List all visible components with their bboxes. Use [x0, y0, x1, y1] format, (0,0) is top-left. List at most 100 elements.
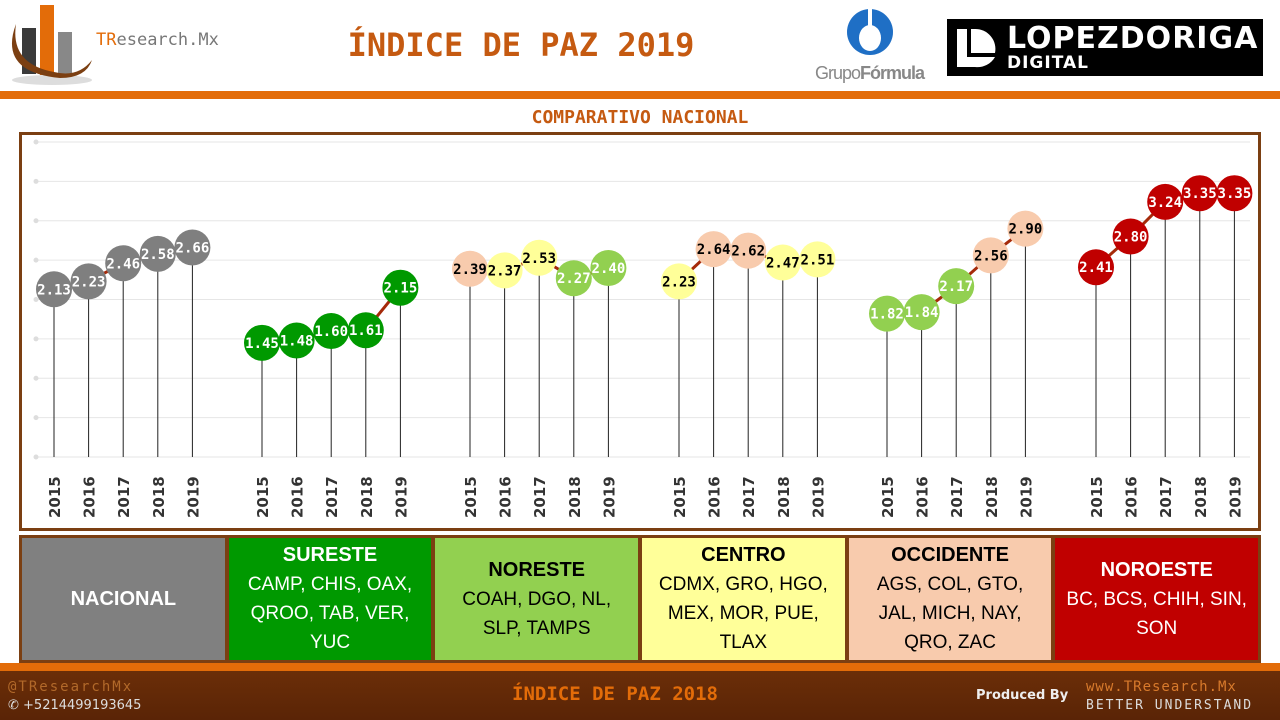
data-label: 2.37 [488, 263, 522, 279]
chart-frame [19, 132, 1261, 531]
x-tick-label: 2015 [254, 476, 272, 518]
data-label: 2.40 [592, 261, 626, 277]
data-point [903, 294, 940, 331]
footer-phone: ✆ +5214499193645 [8, 698, 142, 713]
x-tick-label: 2018 [983, 476, 1001, 518]
data-point [555, 260, 592, 297]
data-point [869, 295, 905, 332]
produced-by: Produced By [976, 688, 1069, 703]
data-label: 1.45 [245, 336, 279, 352]
x-tick-label: 2019 [809, 476, 827, 518]
region-name: NORESTE [488, 558, 586, 581]
data-point [244, 324, 280, 361]
region-box-noroeste: NOROESTE BC, BCS, CHIH, SIN, SON [1055, 538, 1259, 660]
data-label: 3.24 [1148, 195, 1182, 211]
data-label: 2.56 [974, 248, 1008, 264]
x-tick-label: 2018 [150, 476, 168, 518]
x-tick-label: 2019 [600, 476, 618, 518]
footer-twitter: @TResearchMx [8, 679, 134, 695]
x-tick-label: 2019 [1017, 476, 1035, 518]
data-point [1078, 249, 1114, 286]
region-name: NACIONAL [70, 587, 177, 610]
data-point [313, 313, 350, 349]
data-label: 2.46 [106, 256, 140, 272]
data-point [278, 322, 315, 359]
data-point [695, 231, 732, 268]
data-point [70, 263, 107, 300]
x-tick-label: 2016 [1123, 476, 1141, 518]
region-box-nacional: NACIONAL [22, 538, 225, 660]
x-tick-label: 2018 [358, 476, 376, 518]
data-label: 1.61 [349, 323, 383, 339]
region-name: OCCIDENTE [891, 544, 1009, 566]
x-tick-label: 2019 [392, 476, 410, 518]
x-tick-label: 2016 [81, 476, 99, 518]
footer-title: ÍNDICE DE PAZ 2018 [512, 683, 718, 705]
region-name: SURESTE [282, 544, 378, 566]
tresearch-logo [11, 5, 93, 85]
data-label: 2.80 [1114, 230, 1148, 246]
region-name: CENTRO [701, 544, 786, 566]
grupo-formula-logo: GrupoFórmula [802, 4, 937, 83]
data-label: 2.17 [939, 279, 973, 295]
data-label: 2.15 [384, 281, 418, 297]
data-point [452, 250, 488, 287]
chart: 2.13 2015 2.23 2016 2.46 2017 2.58 2018 2.66 2019… [33, 139, 1253, 518]
data-label: 2.90 [1009, 222, 1043, 238]
data-label: 2.58 [141, 247, 175, 263]
x-tick-label: 2015 [46, 476, 64, 518]
x-tick-label: 2017 [740, 476, 758, 518]
data-label: 2.13 [37, 282, 71, 298]
data-label: 2.39 [453, 262, 487, 278]
data-label: 2.23 [662, 274, 696, 290]
grid-tick [33, 297, 39, 302]
footer-tagline: BETTER UNDERSTAND [1086, 698, 1254, 713]
data-label: 1.60 [314, 324, 348, 340]
region-box-occidente: OCCIDENTE AGS, COL, GTO, JAL, MICH, NAY, … [848, 538, 1052, 660]
x-tick-label: 2016 [289, 476, 307, 518]
footer-website[interactable]: www.TResearch.Mx [1086, 679, 1237, 695]
x-tick-label: 2015 [879, 476, 897, 518]
x-tick-label: 2019 [1226, 476, 1244, 518]
data-point [1007, 210, 1044, 247]
page-title: ÍNDICE DE PAZ 2019 [347, 26, 695, 64]
data-point [1147, 183, 1184, 220]
data-label: 2.41 [1079, 260, 1113, 276]
region-box-noreste: NORESTE COAH, DGO, NL, SLP, TAMPS [435, 538, 639, 660]
header-divider [0, 91, 1280, 99]
data-point [174, 229, 211, 266]
region-states: AGS, COL, GTO, JAL, MICH, NAY, QRO, ZAC [876, 574, 1024, 653]
x-tick-label: 2015 [462, 476, 480, 518]
data-label: 2.27 [557, 271, 591, 287]
data-label: 2.47 [766, 255, 800, 271]
x-tick-label: 2018 [1192, 476, 1210, 518]
grupo-formula-emblem-icon [846, 6, 893, 55]
data-point [1112, 218, 1149, 255]
footer [0, 663, 1280, 720]
data-point [105, 245, 142, 282]
data-label: 2.66 [176, 241, 210, 257]
region-states: COAH, DGO, NL, SLP, TAMPS [462, 588, 612, 639]
whatsapp-icon: ✆ [8, 698, 24, 713]
region-states: CAMP, CHIS, OAX, QROO, TAB, VER, YUC [247, 574, 413, 653]
data-point [347, 312, 384, 349]
data-point [382, 269, 419, 306]
data-point [590, 250, 627, 286]
grid-tick [33, 139, 39, 145]
x-tick-label: 2016 [706, 476, 724, 518]
grid-tick [33, 218, 39, 224]
data-point [730, 232, 767, 269]
data-label: 2.64 [697, 242, 731, 258]
lopezdoriga-emblem-icon [957, 28, 996, 68]
grid-tick [33, 375, 39, 381]
data-label: 1.84 [905, 305, 939, 321]
x-tick-label: 2017 [1157, 476, 1175, 518]
data-label: 2.53 [522, 251, 556, 267]
region-box-centro: CENTRO CDMX, GRO, HGO, MEX, MOR, PUE, TLA… [642, 538, 845, 660]
data-point [486, 252, 523, 289]
x-tick-label: 2017 [323, 476, 341, 518]
x-tick-label: 2017 [948, 476, 966, 518]
grid-tick [33, 415, 39, 421]
data-label: 2.62 [731, 244, 765, 260]
region-legend: NACIONAL SURESTE CAMP, CHIS, OAX, QROO, TA… [19, 535, 1261, 663]
